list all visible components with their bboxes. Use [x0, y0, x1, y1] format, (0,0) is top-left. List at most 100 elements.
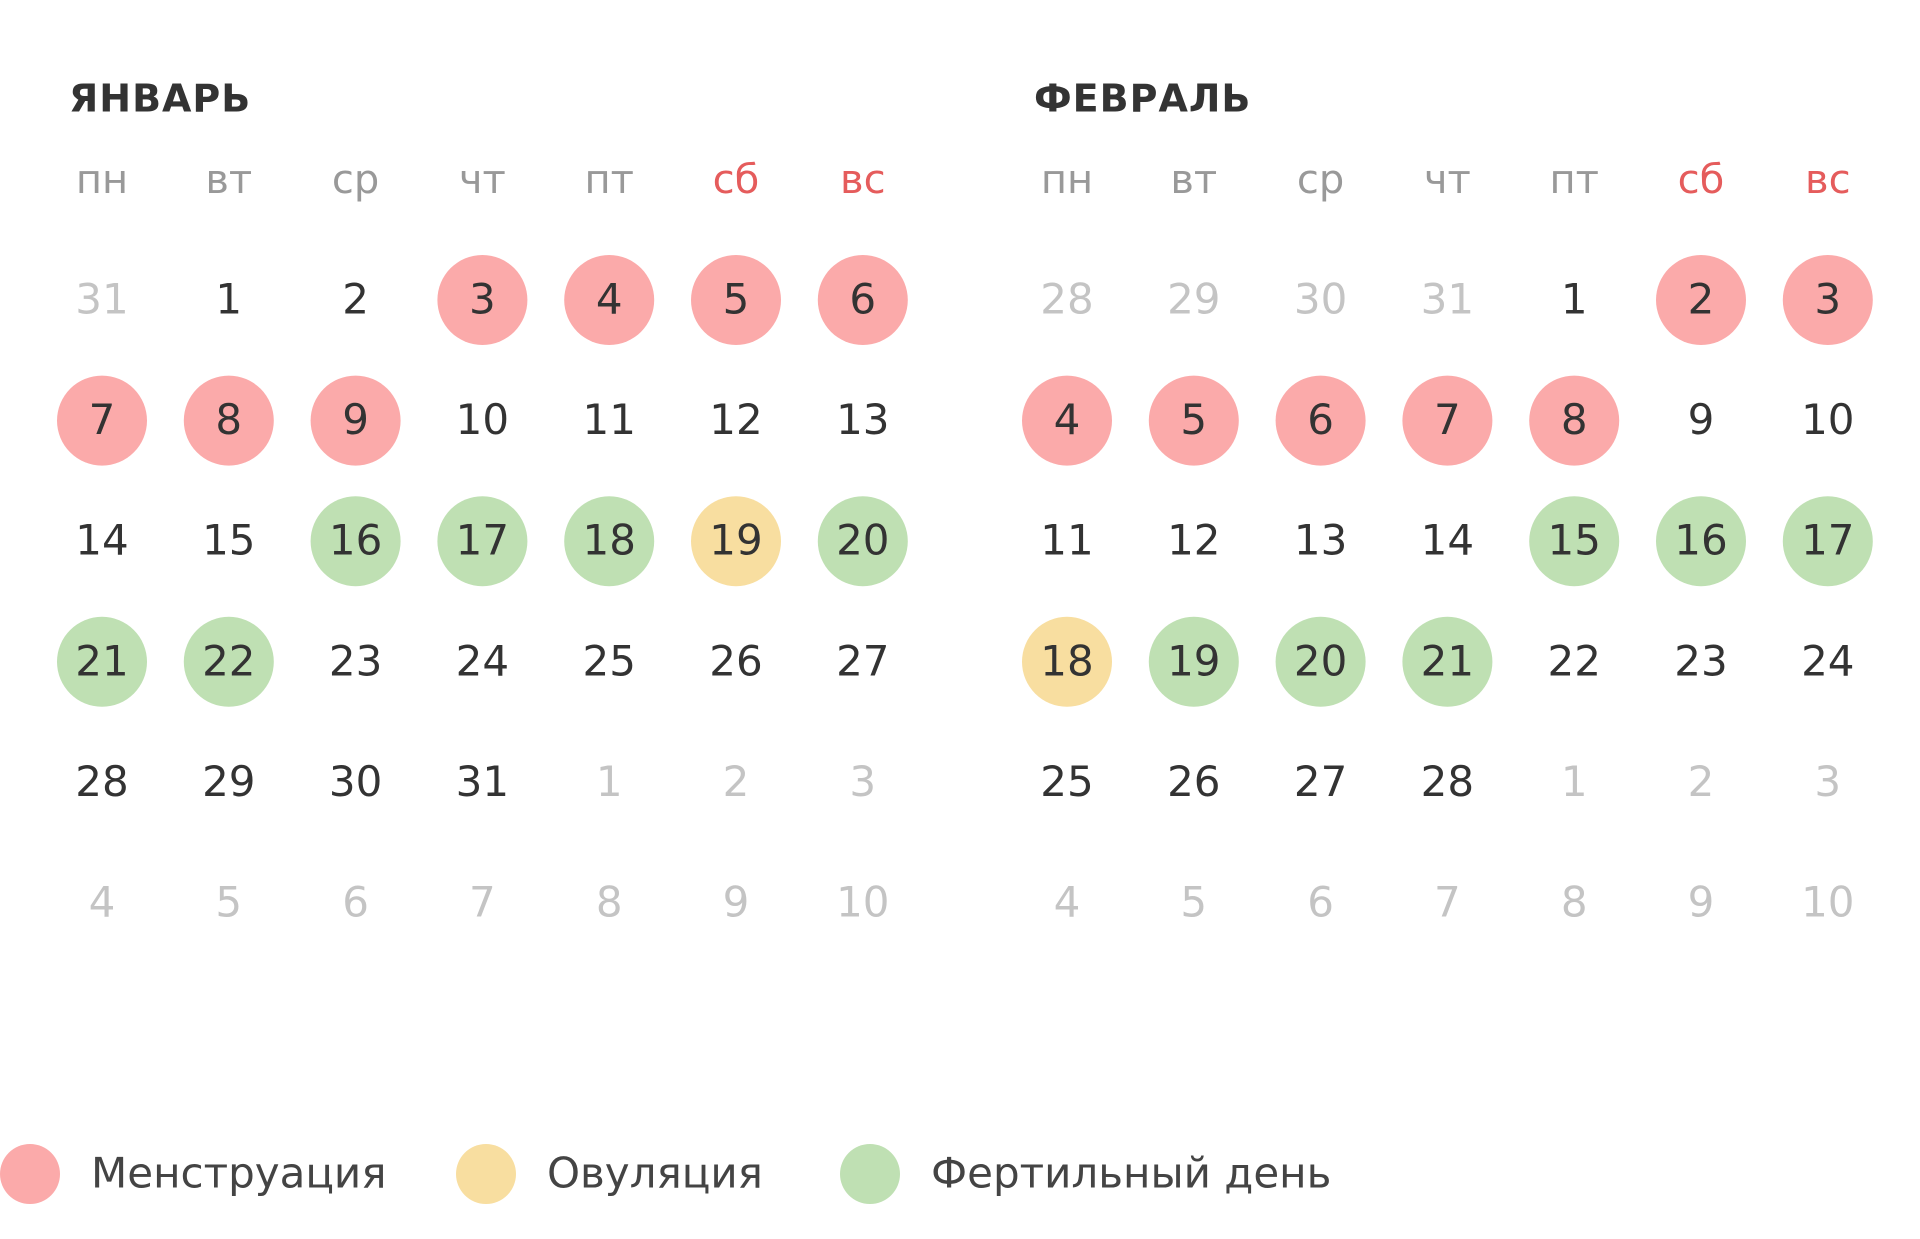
day-number: 31 — [75, 275, 128, 324]
day-number: 18 — [582, 516, 635, 565]
day-number: 21 — [1421, 636, 1474, 685]
day-marker — [564, 496, 655, 587]
day-number: 4 — [1054, 878, 1081, 927]
day-number: 10 — [836, 878, 889, 927]
day-number: 19 — [1167, 636, 1220, 685]
day-number: 22 — [202, 636, 255, 685]
weekday-label: чт — [1424, 157, 1471, 203]
day-number: 28 — [75, 757, 128, 806]
day-marker — [564, 255, 655, 345]
weekday-label: пн — [1041, 157, 1093, 203]
day-marker — [437, 255, 528, 345]
day-number: 3 — [469, 275, 496, 324]
legend-label: Овуляция — [547, 1149, 763, 1198]
day-marker — [57, 375, 147, 466]
day-marker — [1402, 616, 1493, 707]
day-marker — [1148, 616, 1239, 707]
day-number: 2 — [342, 275, 369, 324]
day-number: 19 — [709, 516, 762, 565]
legend-swatch — [0, 1144, 60, 1204]
day-number: 18 — [1040, 636, 1093, 685]
day-number: 30 — [329, 757, 382, 806]
day-number: 29 — [1167, 275, 1220, 324]
weekday-label: пн — [76, 157, 128, 203]
day-number: 7 — [469, 878, 496, 927]
day-number: 9 — [1688, 878, 1715, 927]
day-number: 8 — [1561, 878, 1588, 927]
month-title: ФЕВРАЛЬ — [1034, 77, 1251, 121]
day-number: 27 — [836, 636, 889, 685]
day-number: 9 — [723, 878, 750, 927]
day-marker — [1402, 375, 1493, 466]
weekday-label: пт — [1549, 157, 1598, 203]
day-number: 25 — [1040, 757, 1093, 806]
day-number: 30 — [1294, 275, 1347, 324]
day-number: 1 — [596, 757, 623, 806]
day-number: 13 — [836, 395, 889, 444]
day-number: 8 — [596, 878, 623, 927]
day-number: 7 — [89, 395, 116, 444]
day-number: 15 — [202, 516, 255, 565]
day-number: 22 — [1547, 636, 1600, 685]
day-marker — [183, 616, 274, 707]
day-number: 29 — [202, 757, 255, 806]
day-number: 1 — [1561, 275, 1588, 324]
weekday-label: вс — [840, 157, 886, 203]
day-marker — [1656, 496, 1746, 587]
day-number: 14 — [1421, 516, 1474, 565]
day-number: 25 — [582, 636, 635, 685]
day-number: 6 — [1307, 878, 1334, 927]
day-number: 15 — [1547, 516, 1600, 565]
day-number: 9 — [1688, 395, 1715, 444]
day-number: 8 — [215, 395, 242, 444]
day-number: 31 — [1421, 275, 1474, 324]
day-number: 3 — [1814, 757, 1841, 806]
day-number: 9 — [342, 395, 369, 444]
day-marker — [310, 496, 401, 587]
day-number: 6 — [342, 878, 369, 927]
day-number: 28 — [1421, 757, 1474, 806]
day-number: 11 — [582, 395, 635, 444]
day-marker — [310, 375, 401, 466]
day-marker — [1782, 255, 1873, 345]
day-number: 24 — [456, 636, 509, 685]
weekday-label: чт — [459, 157, 506, 203]
weekday-label: вт — [205, 157, 252, 203]
day-number: 2 — [1688, 275, 1715, 324]
day-marker — [1275, 375, 1366, 466]
day-number: 17 — [456, 516, 509, 565]
day-number: 5 — [1180, 395, 1207, 444]
day-number: 4 — [89, 878, 116, 927]
day-number: 3 — [849, 757, 876, 806]
day-number: 10 — [1801, 395, 1854, 444]
weekday-label: вс — [1805, 157, 1851, 203]
weekday-label: ср — [1297, 157, 1344, 203]
day-number: 6 — [1307, 395, 1334, 444]
day-marker — [1022, 616, 1112, 707]
day-number: 4 — [596, 275, 623, 324]
day-number: 1 — [1561, 757, 1588, 806]
weekday-label: сб — [1678, 157, 1725, 203]
day-marker — [183, 375, 274, 466]
day-marker — [1656, 255, 1746, 345]
day-number: 4 — [1054, 395, 1081, 444]
day-marker — [1148, 375, 1239, 466]
day-number: 8 — [1561, 395, 1588, 444]
weekday-label: ср — [332, 157, 379, 203]
day-number: 23 — [329, 636, 382, 685]
weekday-label: вт — [1170, 157, 1217, 203]
day-number: 6 — [849, 275, 876, 324]
day-number: 26 — [709, 636, 762, 685]
day-number: 14 — [75, 516, 128, 565]
day-marker — [1529, 496, 1620, 587]
day-marker — [691, 255, 781, 345]
day-number: 11 — [1040, 516, 1093, 565]
day-number: 16 — [329, 516, 382, 565]
day-marker — [691, 496, 781, 587]
day-number: 7 — [1434, 395, 1461, 444]
day-number: 21 — [75, 636, 128, 685]
day-number: 20 — [836, 516, 889, 565]
day-number: 12 — [1167, 516, 1220, 565]
day-number: 27 — [1294, 757, 1347, 806]
day-number: 2 — [1688, 757, 1715, 806]
